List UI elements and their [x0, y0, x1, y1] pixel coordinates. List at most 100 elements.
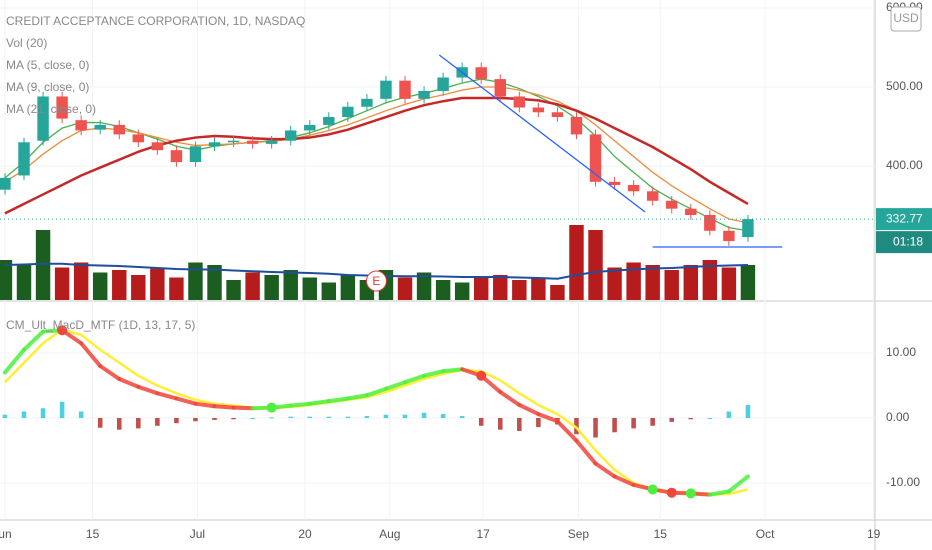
candle-body	[418, 90, 430, 99]
histogram-bar	[269, 417, 274, 419]
macd-segment	[574, 438, 598, 466]
candle-body	[494, 79, 506, 97]
histogram-bar	[364, 416, 370, 418]
volume-bar	[54, 267, 70, 300]
histogram-bar	[478, 417, 484, 426]
candle-body	[361, 98, 373, 107]
histogram-bar	[574, 417, 579, 435]
histogram-bar	[517, 417, 522, 431]
candle-body	[75, 120, 87, 131]
macd-segment	[441, 367, 465, 374]
candle-body	[685, 208, 697, 215]
macd-segment	[383, 380, 408, 391]
cross-dot	[647, 484, 658, 495]
histogram-bar	[59, 401, 65, 418]
histogram-bar	[669, 417, 675, 422]
currency-label[interactable]: USD	[893, 11, 919, 25]
histogram-bar	[326, 416, 332, 418]
macd-segment	[707, 489, 731, 497]
x-tick-label: Jul	[190, 527, 205, 541]
macd-segment	[212, 404, 236, 410]
cross-dot	[266, 402, 277, 413]
volume-bar	[569, 225, 584, 300]
volume-bar	[188, 262, 203, 300]
volume-bar	[397, 277, 413, 300]
candle-body	[37, 96, 49, 141]
volume-bar	[302, 277, 317, 300]
ma-line	[4, 78, 749, 232]
macd-segment	[498, 389, 522, 407]
candle-body	[342, 106, 354, 118]
candle-body	[551, 112, 564, 118]
legend-entry: MA (21, close, 0)	[6, 102, 96, 116]
legend-entry: MA (5, close, 0)	[6, 58, 89, 72]
volume-bar	[340, 275, 356, 300]
candle-body	[18, 142, 30, 176]
volume-bar	[435, 280, 451, 300]
volume-bar	[702, 260, 718, 300]
histogram-bar	[707, 417, 713, 419]
ma-line	[4, 96, 749, 215]
volume-bar	[416, 272, 432, 300]
volume-bar	[721, 267, 737, 300]
histogram-bar	[402, 414, 408, 418]
trendline	[438, 54, 646, 213]
macd-segment	[2, 347, 27, 375]
macd-segment	[345, 393, 369, 401]
candle-body	[304, 124, 316, 131]
macd-segment	[136, 384, 160, 396]
candle-body	[56, 96, 68, 119]
histogram-bar	[231, 417, 236, 420]
y-tick-label: -10.00	[886, 475, 920, 489]
candle-body	[399, 80, 411, 99]
volume-bar	[588, 230, 603, 300]
candle-body	[532, 107, 545, 113]
histogram-bar	[212, 417, 217, 420]
volume-bar	[512, 280, 527, 300]
candle-body	[437, 77, 449, 91]
macd-segment	[98, 364, 122, 381]
volume-bar	[740, 265, 756, 300]
y-tick-label: 500.00	[886, 79, 923, 93]
last-price-box	[876, 208, 932, 231]
macd-segment	[174, 396, 198, 406]
macd-segment	[403, 373, 427, 385]
x-tick-label: 20	[298, 527, 312, 541]
volume-bar	[73, 262, 89, 300]
histogram-bar	[440, 414, 446, 418]
histogram-bar	[78, 411, 84, 418]
signal-line	[4, 328, 749, 496]
volume-bar	[283, 270, 298, 300]
histogram-bar	[383, 414, 389, 418]
histogram-bar	[745, 404, 751, 418]
candle-body	[246, 140, 259, 144]
volume-bar	[626, 262, 641, 300]
candle-body	[323, 117, 335, 125]
volume-bar	[264, 275, 279, 300]
volume-bar	[112, 270, 127, 300]
ma-line	[4, 86, 749, 224]
y-tick-label: 10.00	[886, 345, 916, 359]
legend-entry: MA (9, close, 0)	[6, 80, 89, 94]
histogram-bar	[21, 411, 27, 418]
macd-segment	[555, 419, 579, 443]
candle-body	[608, 181, 621, 185]
currency-box[interactable]	[890, 6, 922, 32]
y-tick-label: 0.00	[886, 410, 910, 424]
x-tick-label: un	[0, 527, 12, 541]
candle-body	[646, 191, 659, 201]
y-tick-label: 400.00	[886, 158, 923, 172]
macd-segment	[422, 369, 446, 378]
macd-segment	[593, 461, 617, 479]
candle-body	[284, 130, 297, 141]
x-tick-label: 15	[654, 527, 668, 541]
macd-segment	[231, 405, 255, 411]
candle-body	[666, 200, 678, 209]
x-tick-label: Aug	[379, 527, 400, 541]
candle-body	[170, 150, 183, 163]
histogram-bar	[497, 417, 503, 430]
histogram-bar	[116, 417, 122, 430]
candle-body	[513, 96, 526, 108]
volume-bar	[321, 282, 337, 300]
